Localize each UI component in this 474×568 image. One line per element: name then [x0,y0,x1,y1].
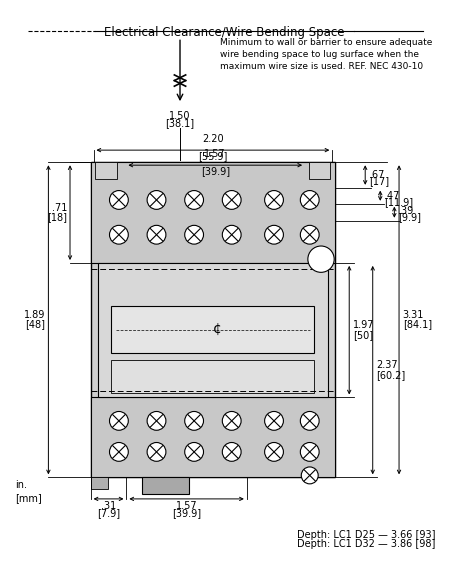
Text: 1.57: 1.57 [204,149,226,158]
Circle shape [147,442,166,461]
Circle shape [301,411,319,431]
Text: 1.50: 1.50 [169,111,191,120]
Bar [142,477,190,494]
Text: Depth: LC1 D32 — 3.86 [98]: Depth: LC1 D32 — 3.86 [98] [297,540,436,549]
Text: [11.9]: [11.9] [384,197,413,207]
Text: [48]: [48] [26,320,46,329]
Text: [17]: [17] [369,176,389,186]
Bar [111,306,314,353]
Text: [9.9]: [9.9] [398,212,421,222]
Text: ¢: ¢ [213,323,222,337]
Circle shape [109,190,128,210]
Text: 2.20: 2.20 [202,133,224,144]
Text: [38.1]: [38.1] [165,118,194,128]
Text: Depth: LC1 D25 — 3.66 [93]: Depth: LC1 D25 — 3.66 [93] [297,530,436,540]
Circle shape [147,225,166,244]
Circle shape [222,190,241,210]
Text: 1.57: 1.57 [176,501,197,511]
Circle shape [222,411,241,431]
Text: [39.9]: [39.9] [201,166,230,176]
Circle shape [147,190,166,210]
Circle shape [264,225,283,244]
Circle shape [185,442,203,461]
Text: 1.97: 1.97 [353,320,374,331]
Text: Electrical Clearance/Wire Bending Space: Electrical Clearance/Wire Bending Space [104,26,345,39]
Text: 2.37: 2.37 [376,361,398,370]
Circle shape [185,190,203,210]
Circle shape [301,225,319,244]
Text: .71: .71 [52,203,67,213]
Text: [84.1]: [84.1] [403,320,432,329]
Text: Minimum to wall or barrier to ensure adequate
wire bending space to lug surface : Minimum to wall or barrier to ensure ade… [220,38,433,71]
Text: [39.9]: [39.9] [172,508,201,519]
Bar [91,477,108,488]
Bar [91,398,335,477]
Circle shape [109,411,128,431]
Bar [111,360,314,392]
Circle shape [264,190,283,210]
Text: [50]: [50] [353,330,373,340]
Circle shape [222,225,241,244]
Text: [60.2]: [60.2] [376,370,406,380]
Circle shape [264,411,283,431]
Text: [55.9]: [55.9] [198,151,228,161]
Circle shape [222,442,241,461]
Circle shape [147,411,166,431]
Text: [18]: [18] [47,212,67,222]
Bar [95,162,117,179]
Bar [91,162,335,477]
Bar [91,162,335,263]
Circle shape [185,225,203,244]
Circle shape [308,246,334,272]
Circle shape [301,190,319,210]
Text: [7.9]: [7.9] [97,508,120,519]
Text: 1.89: 1.89 [24,310,46,320]
Circle shape [185,411,203,431]
Bar [309,162,330,179]
Text: 3.31: 3.31 [403,310,424,320]
Text: .39: .39 [398,206,413,216]
Circle shape [301,467,318,484]
Bar [98,263,328,398]
Circle shape [301,442,319,461]
Circle shape [264,442,283,461]
Text: in.
[mm]: in. [mm] [16,480,42,503]
Circle shape [109,442,128,461]
Circle shape [109,225,128,244]
Text: .67: .67 [369,170,384,179]
Text: .31: .31 [101,501,116,511]
Text: .47: .47 [384,191,400,201]
